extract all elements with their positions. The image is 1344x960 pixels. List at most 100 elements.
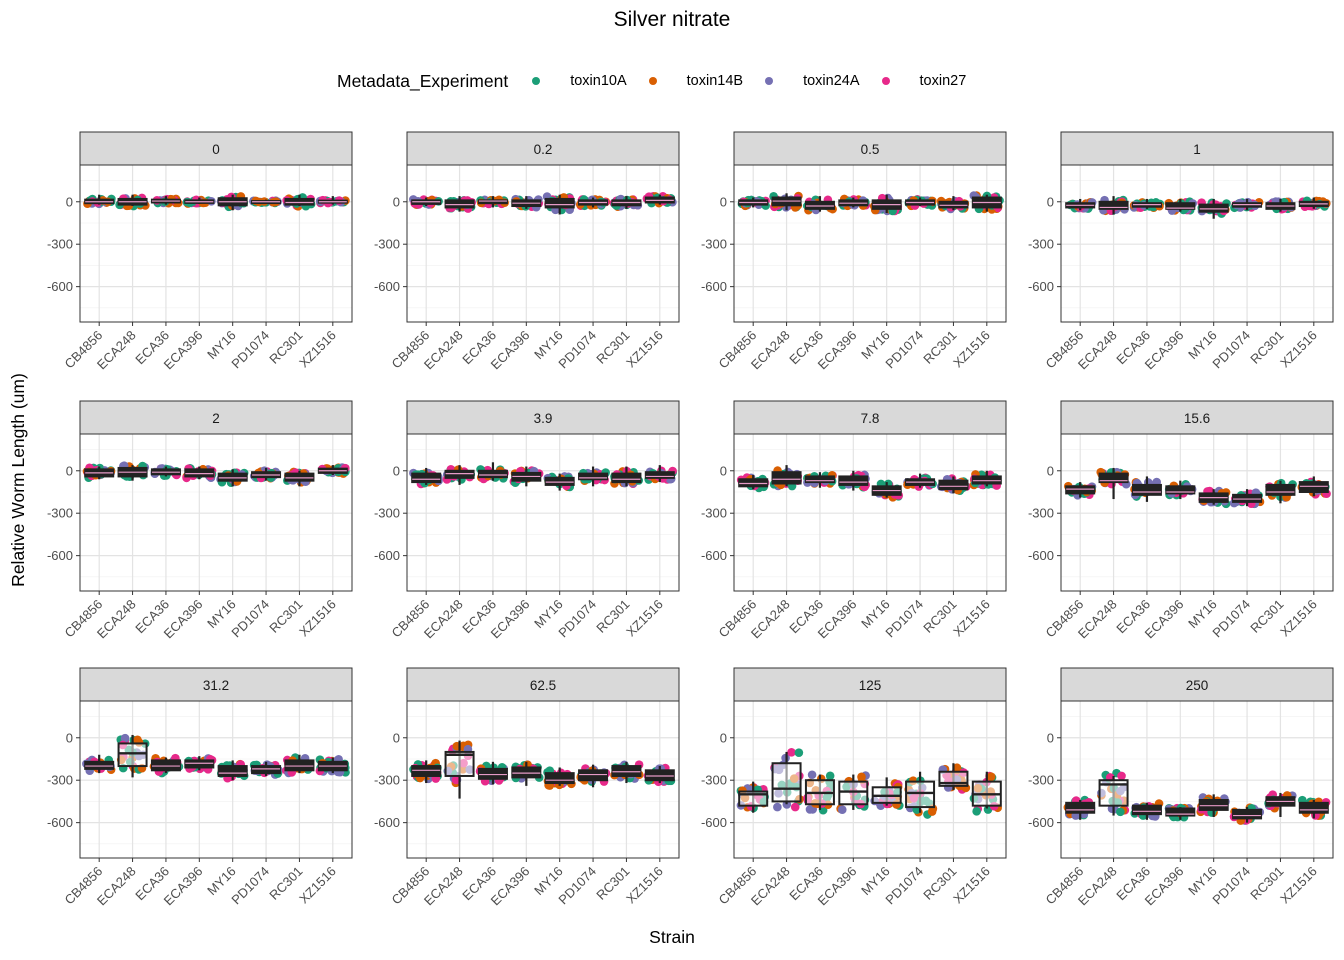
facet-panel-7.8: 7.80-300-600CB4856ECA248ECA36ECA396MY16P… — [701, 400, 1007, 641]
facet-strip — [733, 400, 1007, 435]
facet-panel-125: 1250-300-600CB4856ECA248ECA36ECA396MY16P… — [701, 667, 1007, 908]
box-iqr — [1131, 804, 1162, 816]
box-iqr — [644, 471, 675, 479]
y-tick-label: -600 — [47, 815, 73, 830]
x-tick-label: XZ1516 — [296, 597, 339, 640]
x-tick-label: XZ1516 — [296, 864, 339, 907]
data-point — [773, 802, 782, 812]
box-iqr — [1198, 203, 1229, 213]
box-iqr — [611, 472, 642, 484]
panel-border — [406, 700, 680, 859]
box-iqr — [938, 479, 969, 491]
panel-background — [1061, 165, 1333, 322]
facet-strip — [406, 131, 680, 166]
y-tick-label: 0 — [720, 730, 727, 745]
panel-background — [407, 165, 679, 322]
facet-strip-label: 31.2 — [203, 678, 229, 693]
y-tick-label: -600 — [701, 548, 727, 563]
data-point — [837, 805, 847, 814]
data-point — [1117, 771, 1126, 781]
x-tick-label: XZ1516 — [1277, 864, 1320, 907]
facet-strip-label: 125 — [859, 678, 882, 693]
y-tick-label: 0 — [66, 194, 73, 209]
y-tick-label: -300 — [1028, 237, 1054, 252]
box-iqr — [578, 769, 609, 782]
box-iqr — [184, 759, 215, 769]
box-iqr — [611, 765, 642, 777]
x-tick-label: PD1074 — [228, 864, 272, 908]
facet-panel-0: 00-300-600CB4856ECA248ECA36ECA396MY16PD1… — [47, 131, 353, 372]
data-point — [787, 748, 796, 757]
facet-strip — [1060, 131, 1334, 166]
box-iqr — [444, 469, 475, 479]
y-tick-label: -600 — [701, 279, 727, 294]
box-iqr — [1165, 485, 1196, 495]
panel-border — [79, 433, 353, 592]
box-iqr — [217, 765, 248, 777]
box-iqr — [477, 199, 508, 205]
facet-strip-label: 3.9 — [534, 411, 553, 426]
facet-panel-0.2: 0.20-300-600CB4856ECA248ECA36ECA396MY16P… — [374, 131, 680, 372]
panel-border — [406, 164, 680, 323]
facet-panel-15.6: 15.60-300-600CB4856ECA248ECA36ECA396MY16… — [1028, 400, 1334, 641]
facet-strip — [733, 131, 1007, 166]
box-iqr — [838, 475, 869, 486]
panel-background — [80, 434, 352, 591]
y-tick-label: 0 — [720, 463, 727, 478]
data-point — [857, 772, 866, 782]
y-tick-label: -300 — [47, 237, 73, 252]
box-iqr — [477, 767, 508, 780]
legend-dot-icon — [765, 77, 774, 85]
box-iqr — [544, 772, 575, 785]
box-iqr — [1232, 808, 1263, 820]
facet-strip-label: 1 — [1193, 142, 1201, 157]
box-iqr — [804, 200, 835, 210]
facet-panel-250: 2500-300-600CB4856ECA248ECA36ECA396MY16P… — [1028, 667, 1334, 908]
box-iqr — [284, 472, 315, 482]
box-iqr — [1165, 807, 1196, 817]
panel-background — [407, 434, 679, 591]
panel-background — [80, 165, 352, 322]
x-tick-label: PD1074 — [882, 864, 926, 908]
box-iqr — [1232, 493, 1263, 503]
facet-strip — [406, 667, 680, 702]
facet-panel-31.2: 31.20-300-600CB4856ECA248ECA36ECA396MY16… — [47, 667, 353, 908]
box-iqr — [444, 199, 475, 209]
box-iqr — [117, 742, 148, 768]
y-tick-label: -300 — [47, 506, 73, 521]
box-iqr — [411, 765, 442, 777]
x-tick-label: PD1074 — [228, 597, 272, 641]
facet-strip-label: 7.8 — [861, 411, 880, 426]
legend-title: Metadata_Experiment — [337, 70, 509, 91]
y-tick-label: -300 — [701, 237, 727, 252]
y-tick-label: 0 — [720, 194, 727, 209]
box-iqr — [738, 478, 769, 488]
box-iqr — [477, 469, 508, 479]
legend-dot-icon — [881, 77, 890, 85]
legend-entry-toxin24A: toxin24A — [765, 73, 860, 89]
data-point — [120, 733, 130, 743]
panel-border — [1060, 700, 1334, 859]
box-iqr — [1098, 200, 1129, 210]
panel-background — [1061, 434, 1333, 591]
facet-strip-label: 15.6 — [1184, 411, 1210, 426]
y-tick-label: 0 — [1047, 194, 1054, 209]
box-iqr — [838, 780, 869, 806]
data-point — [451, 775, 461, 785]
box-iqr — [1065, 801, 1096, 814]
y-tick-label: -600 — [1028, 548, 1054, 563]
y-tick-label: -300 — [374, 506, 400, 521]
box-iqr — [511, 766, 542, 779]
x-tick-label: PD1074 — [1209, 328, 1253, 372]
y-tick-label: -300 — [701, 506, 727, 521]
legend-label: toxin24A — [803, 73, 860, 89]
x-tick-label: XZ1516 — [1277, 328, 1320, 371]
legend-label: toxin10A — [570, 73, 627, 89]
panel-background — [734, 434, 1006, 591]
box-iqr — [771, 762, 802, 803]
box-iqr — [578, 472, 609, 481]
box-iqr — [544, 197, 575, 209]
x-tick-label: PD1074 — [1209, 864, 1253, 908]
box-iqr — [644, 769, 675, 782]
panel-border — [733, 700, 1007, 859]
